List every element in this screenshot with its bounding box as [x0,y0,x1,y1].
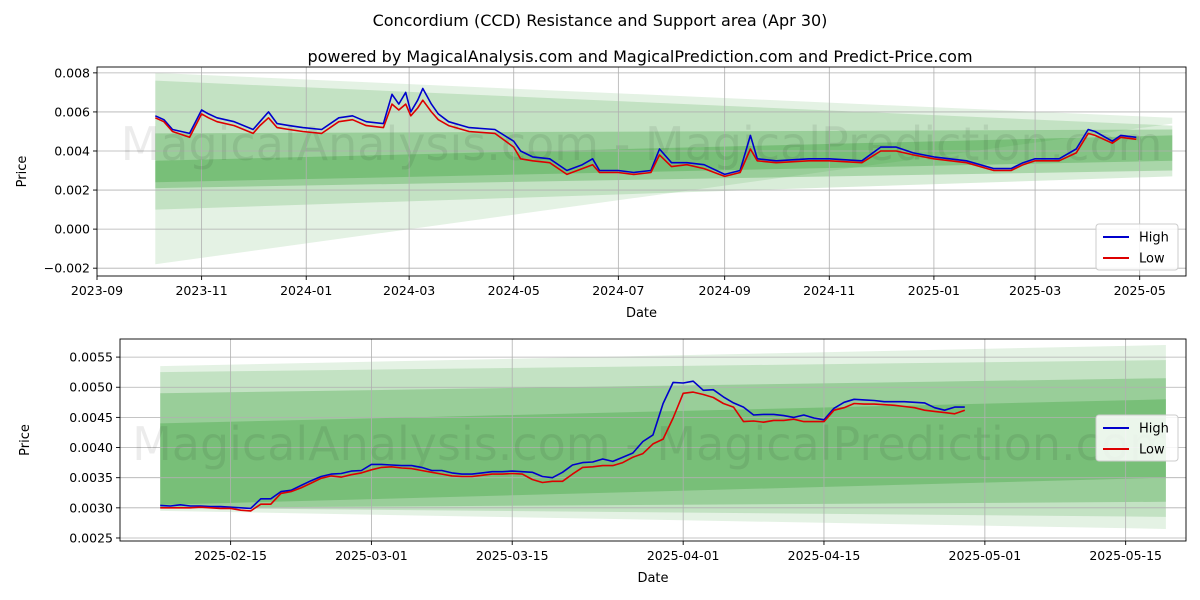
y-tick-label: 0.002 [54,183,90,198]
support-resistance-band-4 [160,399,1166,505]
legend-label-high: High [1139,422,1169,437]
y-axis-label: Price [15,156,30,188]
x-tick-label: 2024-09 [699,283,751,298]
support-resistance-band-3 [160,378,1166,508]
top-chart-panel: MagicalAnalysis.com - MagicalPrediction.… [15,65,1187,321]
x-tick-label: 2025-05-01 [949,548,1022,563]
y-tick-label: 0.006 [54,104,90,119]
series-line-high [160,380,965,510]
x-tick-label: 2023-11 [175,283,227,298]
y-tick-label: 0.0030 [69,500,113,515]
x-tick-label: 2025-05 [1114,283,1166,298]
series-line-low [154,99,1137,178]
plot-area: MagicalAnalysis.com - MagicalPrediction.… [97,67,1186,276]
chart-subtitle: powered by MagicalAnalysis.com and Magic… [307,47,972,66]
x-tick-label: 2024-03 [383,283,435,298]
plot-area: MagicalAnalysis.com - MagicalPrediction.… [120,339,1186,541]
legend-label-low: Low [1139,443,1165,458]
y-tick-label: 0.0040 [69,440,113,455]
y-tick-label: 0.000 [54,222,90,237]
x-tick-label: 2025-03-01 [335,548,408,563]
x-tick-label: 2025-03 [1009,283,1061,298]
legend-label-high: High [1139,231,1169,246]
x-axis-label: Date [637,571,668,586]
series-line-high [154,87,1137,176]
y-axis-label: Price [18,424,33,456]
x-tick-label: 2023-09 [71,283,123,298]
chart-title: Concordium (CCD) Resistance and Support … [373,11,828,30]
series-line-low [160,391,966,512]
legend: High Low [1095,223,1179,271]
x-tick-label: 2025-04-15 [788,548,861,563]
x-axis-label: Date [626,306,657,321]
y-tick-label: 0.0050 [69,380,113,395]
x-tick-label: 2025-01 [908,283,960,298]
y-tick-label: 0.004 [54,143,90,158]
legend: High Low [1095,414,1179,462]
x-tick-label: 2024-07 [592,283,644,298]
y-tick-label: 0.008 [54,65,90,80]
bottom-chart-panel: MagicalAnalysis.com - MagicalPrediction.… [18,338,1187,586]
x-tick-label: 2024-01 [280,283,332,298]
y-tick-label: −0.002 [44,261,90,276]
axes-frame [119,338,1187,542]
y-tick-label: 0.0035 [69,470,113,485]
x-tick-label: 2025-02-15 [194,548,267,563]
y-tick-label: 0.0045 [69,410,113,425]
y-tick-label: 0.0025 [69,530,113,545]
legend-label-low: Low [1139,252,1165,267]
axes-frame [96,66,1187,277]
y-tick-label: 0.0055 [69,350,113,365]
x-tick-label: 2025-03-15 [476,548,549,563]
watermark: MagicalAnalysis.com - MagicalPrediction.… [121,117,1163,171]
x-tick-label: 2025-05-15 [1089,548,1162,563]
x-tick-label: 2024-05 [488,283,540,298]
support-resistance-band-1 [160,345,1166,529]
x-tick-label: 2024-11 [803,283,855,298]
support-resistance-band-1 [155,72,1173,265]
x-tick-label: 2025-04-01 [647,548,720,563]
